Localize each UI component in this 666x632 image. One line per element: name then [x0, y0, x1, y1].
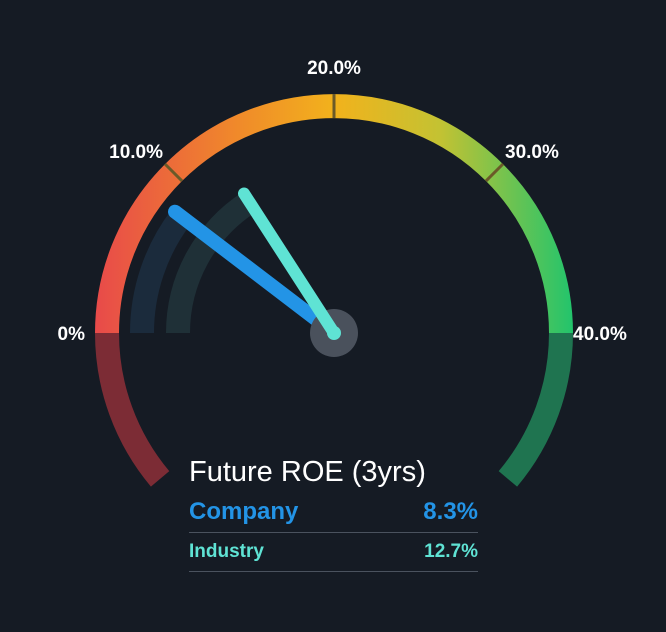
industry-needle — [238, 187, 340, 339]
company-needle — [168, 204, 341, 340]
gauge-legend: Future ROE (3yrs) Company 8.3% Industry … — [189, 452, 478, 572]
industry-row: Industry 12.7% — [189, 533, 478, 572]
industry-value: 12.7% — [424, 541, 478, 562]
gauge-tick — [484, 162, 505, 183]
company-label: Company — [189, 498, 299, 525]
gauge-lower-left-arc — [95, 332, 170, 487]
gauge-tick-label: 30.0% — [505, 142, 559, 163]
needle-hub-dot — [327, 326, 341, 340]
gauge-tick-label: 20.0% — [307, 58, 361, 79]
company-row: Company 8.3% — [189, 492, 478, 533]
industry-value-arc — [166, 191, 257, 334]
gauge-lower-right-arc — [498, 332, 573, 487]
company-value: 8.3% — [423, 498, 478, 525]
gauge-tick-label: 10.0% — [109, 142, 163, 163]
gauge-tick — [163, 162, 184, 183]
company-value-arc — [130, 209, 192, 334]
gauge-tick-label: 40.0% — [573, 324, 627, 345]
gauge-tick-label: 0% — [58, 324, 86, 345]
industry-label: Industry — [189, 541, 264, 562]
chart-title: Future ROE (3yrs) — [189, 456, 426, 488]
